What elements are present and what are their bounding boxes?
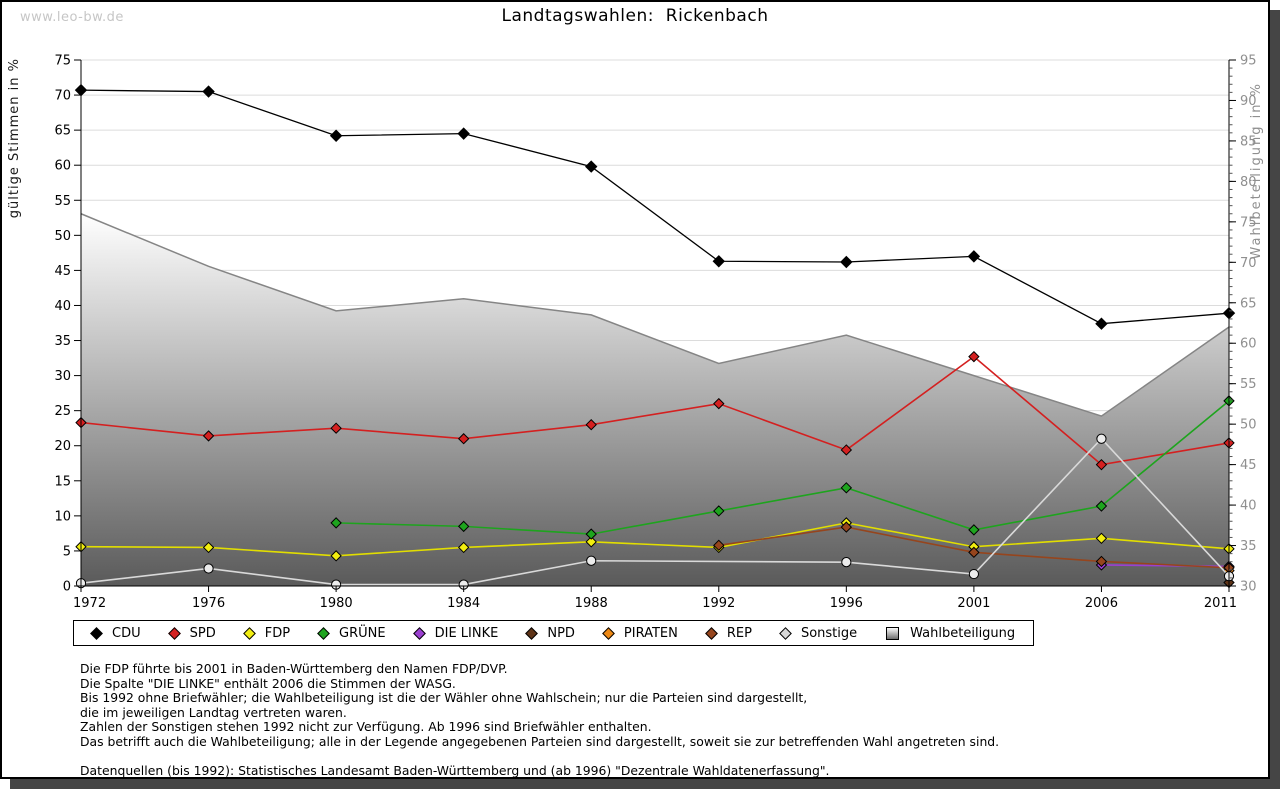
svg-text:35: 35 bbox=[1240, 539, 1257, 554]
legend-label: GRÜNE bbox=[339, 625, 386, 641]
svg-text:40: 40 bbox=[54, 299, 71, 314]
series-wahlbeteiligung-area bbox=[80, 213, 1230, 586]
footnote-line: die im jeweiligen Landtag vertreten ware… bbox=[80, 704, 347, 720]
svg-text:1992: 1992 bbox=[702, 596, 735, 611]
legend-label: FDP bbox=[264, 625, 291, 641]
svg-text:65: 65 bbox=[54, 124, 71, 139]
legend-label: Wahlbeteiligung bbox=[910, 625, 1016, 641]
svg-text:15: 15 bbox=[54, 474, 71, 489]
legend-item-piraten: PIRATEN bbox=[602, 625, 678, 641]
sonstige-marker-icon bbox=[779, 626, 792, 640]
svg-text:95: 95 bbox=[1240, 54, 1257, 69]
svg-text:20: 20 bbox=[54, 439, 71, 454]
svg-text:55: 55 bbox=[1240, 377, 1257, 392]
legend-item-wahlbeteiligung: Wahlbeteiligung bbox=[886, 626, 1015, 641]
svg-text:60: 60 bbox=[54, 159, 71, 174]
svg-text:2006: 2006 bbox=[1085, 596, 1118, 611]
svg-text:75: 75 bbox=[1240, 215, 1257, 230]
footnote-line: Die Spalte "DIE LINKE" enthält 2006 die … bbox=[80, 675, 456, 691]
svg-text:50: 50 bbox=[1240, 418, 1257, 433]
footnote-line: Bis 1992 ohne Briefwähler; die Wahlbetei… bbox=[80, 690, 808, 706]
grüne-marker-icon bbox=[317, 626, 330, 640]
svg-text:45: 45 bbox=[54, 264, 71, 279]
chart-frame: www.leo-bw.de Landtagswahlen: Rickenbach… bbox=[0, 0, 1270, 779]
chart-legend: CDU SPD FDP GRÜNE DIE LINKE NPD PIRATEN REP Sons… bbox=[73, 620, 1035, 646]
election-chart: 0 5 10 15 20 25 30 35 40 45 50 55 60 65 70 75 30 35 40 45 50… bbox=[54, 54, 1256, 612]
svg-text:90: 90 bbox=[1240, 94, 1257, 109]
legend-item-sonstige: Sonstige bbox=[779, 625, 858, 641]
spd-marker-icon bbox=[167, 626, 181, 640]
svg-text:70: 70 bbox=[1240, 256, 1257, 271]
legend-label: DIE LINKE bbox=[434, 625, 499, 641]
fdp-marker-icon bbox=[242, 626, 256, 640]
wahlbeteiligung-marker-icon bbox=[886, 626, 900, 640]
svg-text:60: 60 bbox=[1240, 337, 1257, 352]
svg-text:75: 75 bbox=[54, 54, 71, 69]
svg-text:70: 70 bbox=[54, 89, 71, 104]
svg-text:1980: 1980 bbox=[320, 596, 353, 611]
svg-text:35: 35 bbox=[54, 334, 71, 349]
legend-item-cdu: CDU bbox=[90, 625, 141, 641]
footnotes: Die FDP führte bis 2001 in Baden-Württem… bbox=[80, 661, 1000, 778]
svg-text:80: 80 bbox=[1240, 175, 1257, 190]
svg-text:25: 25 bbox=[54, 404, 71, 419]
axes: 0 5 10 15 20 25 30 35 40 45 50 55 60 65 70 75 30 35 40 45 50… bbox=[54, 54, 1256, 612]
legend-label: NPD bbox=[547, 625, 575, 641]
npd-marker-icon bbox=[525, 626, 539, 640]
svg-text:45: 45 bbox=[1240, 458, 1257, 473]
legend-label: CDU bbox=[112, 625, 141, 641]
legend-item-npd: NPD bbox=[525, 625, 575, 641]
svg-text:85: 85 bbox=[1240, 134, 1257, 149]
svg-text:5: 5 bbox=[63, 544, 71, 559]
data-source-line: Datenquellen (bis 1992): Statistisches L… bbox=[80, 762, 830, 778]
footnote-line: Zahlen der Sonstigen stehen 1992 nicht z… bbox=[80, 719, 652, 735]
svg-text:1988: 1988 bbox=[575, 596, 608, 611]
piraten-marker-icon bbox=[602, 626, 615, 640]
legend-item-rep: REP bbox=[705, 625, 752, 641]
legend-item-fdp: FDP bbox=[242, 625, 291, 641]
series-grüne bbox=[330, 395, 1235, 540]
footnote-line: Die FDP führte bis 2001 in Baden-Württem… bbox=[80, 661, 508, 676]
legend-label: Sonstige bbox=[800, 625, 858, 641]
svg-text:1976: 1976 bbox=[192, 596, 225, 611]
rep-marker-icon bbox=[705, 626, 718, 640]
legend-item-grüne: GRÜNE bbox=[317, 625, 386, 641]
svg-text:65: 65 bbox=[1240, 296, 1257, 311]
legend-item-spd: SPD bbox=[167, 625, 216, 641]
series-sonstige bbox=[75, 433, 1235, 590]
svg-text:30: 30 bbox=[1240, 580, 1257, 595]
watermark: www.leo-bw.de bbox=[20, 10, 124, 25]
svg-text:50: 50 bbox=[54, 229, 71, 244]
die-linke-marker-icon bbox=[412, 626, 426, 640]
svg-text:1996: 1996 bbox=[830, 596, 863, 611]
svg-text:2011: 2011 bbox=[1204, 596, 1237, 611]
svg-text:40: 40 bbox=[1240, 499, 1257, 514]
svg-text:2001: 2001 bbox=[957, 596, 990, 611]
svg-text:1972: 1972 bbox=[73, 596, 106, 611]
svg-text:0: 0 bbox=[63, 580, 71, 595]
series-cdu bbox=[74, 83, 1236, 330]
legend-label: SPD bbox=[189, 625, 216, 641]
legend-item-die-linke: DIE LINKE bbox=[412, 625, 499, 641]
page-title: Landtagswahlen: Rickenbach bbox=[501, 6, 769, 26]
cdu-marker-icon bbox=[90, 626, 103, 640]
svg-text:1984: 1984 bbox=[447, 596, 480, 611]
svg-text:30: 30 bbox=[54, 369, 71, 384]
legend-label: REP bbox=[726, 625, 752, 641]
footnote-line: Das betrifft auch die Wahlbeteiligung; a… bbox=[80, 733, 1000, 749]
svg-text:10: 10 bbox=[54, 509, 71, 524]
svg-text:55: 55 bbox=[54, 194, 71, 209]
legend-label: PIRATEN bbox=[623, 625, 678, 641]
